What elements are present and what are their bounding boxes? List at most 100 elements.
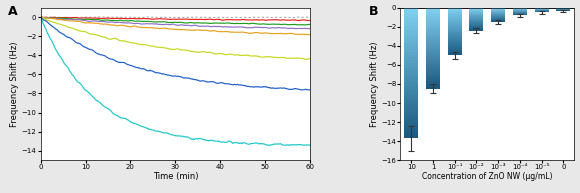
Bar	[426, 35, 440, 37]
Bar	[448, 39, 462, 40]
Bar	[448, 17, 462, 18]
Bar	[448, 23, 462, 24]
1 ng/mL.	[165, 24, 172, 26]
Bar	[448, 21, 462, 22]
Bar	[426, 11, 440, 13]
Bar	[404, 63, 418, 65]
Bar	[448, 40, 462, 41]
Bar	[426, 79, 440, 81]
1 μg/mL.	[165, 74, 172, 76]
0 g/mL.	[244, 17, 251, 19]
X-axis label: Time (min): Time (min)	[153, 172, 198, 181]
100 pg/mL.	[166, 21, 173, 24]
Bar	[404, 125, 418, 128]
X-axis label: Concentration of ZnO NW (μg/mL): Concentration of ZnO NW (μg/mL)	[422, 172, 553, 181]
Bar	[448, 12, 462, 13]
1 ng/mL.	[258, 26, 265, 29]
Bar	[404, 13, 418, 16]
Bar	[404, 18, 418, 21]
Bar	[426, 13, 440, 14]
Bar	[448, 16, 462, 17]
Bar	[448, 27, 462, 28]
Bar	[404, 104, 418, 107]
Bar	[426, 14, 440, 16]
10 ng/mL.	[183, 29, 190, 31]
1 μg/mL.	[306, 89, 313, 91]
10 pg/mL.	[198, 18, 205, 20]
10 μg/mL.	[166, 133, 173, 135]
Bar	[469, 26, 484, 27]
10 μg/mL.	[165, 132, 172, 135]
Bar	[426, 84, 440, 85]
100 pg/mL.	[37, 16, 44, 18]
0 g/mL.	[183, 16, 190, 19]
10 μg/mL.	[258, 142, 265, 145]
1 ng/mL.	[306, 28, 313, 30]
Bar	[426, 16, 440, 17]
Bar	[448, 13, 462, 14]
Bar	[426, 64, 440, 66]
1 μg/mL.	[37, 16, 44, 18]
Bar	[469, 19, 484, 20]
Bar	[404, 70, 418, 73]
Bar	[491, 14, 505, 15]
Bar	[469, 29, 484, 30]
Bar	[426, 52, 440, 53]
Bar	[448, 28, 462, 29]
Bar	[404, 130, 418, 133]
Bar	[448, 43, 462, 44]
0 g/mL.	[167, 16, 174, 19]
Bar	[426, 55, 440, 56]
Bar	[404, 34, 418, 36]
100 ng/mL.	[198, 50, 205, 53]
Bar	[448, 37, 462, 38]
1 ng/mL.	[166, 24, 173, 26]
Bar	[404, 110, 418, 112]
Bar	[448, 51, 462, 52]
Bar	[469, 16, 484, 17]
Bar	[448, 30, 462, 31]
Bar	[448, 34, 462, 35]
Bar	[404, 57, 418, 60]
10 μg/mL.	[300, 144, 307, 146]
Bar	[426, 19, 440, 21]
Bar	[448, 42, 462, 43]
100 pg/mL.	[165, 21, 172, 24]
Bar	[469, 10, 484, 11]
Bar	[404, 117, 418, 120]
Bar	[426, 8, 440, 9]
Bar	[404, 31, 418, 34]
1 μg/mL.	[300, 89, 307, 91]
10 ng/mL.	[300, 33, 307, 35]
Bar	[469, 28, 484, 29]
Bar	[404, 21, 418, 23]
Bar	[426, 81, 440, 82]
1 ng/mL.	[300, 27, 307, 30]
Bar	[404, 16, 418, 18]
Bar	[404, 91, 418, 94]
100 ng/mL.	[167, 48, 174, 50]
Bar	[404, 86, 418, 89]
Bar	[469, 9, 484, 10]
Text: A: A	[8, 5, 18, 18]
100 pg/mL.	[300, 24, 307, 26]
Bar	[448, 9, 462, 10]
Bar	[426, 63, 440, 64]
Bar	[491, 19, 505, 20]
Line: 10 ng/mL.: 10 ng/mL.	[41, 17, 310, 35]
Bar	[404, 78, 418, 81]
Bar	[491, 17, 505, 18]
Bar	[448, 19, 462, 20]
Bar	[404, 89, 418, 91]
Bar	[448, 25, 462, 26]
Bar	[469, 17, 484, 18]
Bar	[426, 42, 440, 43]
Bar	[404, 76, 418, 78]
Bar	[448, 41, 462, 42]
Line: 10 μg/mL.: 10 μg/mL.	[41, 17, 310, 146]
Bar	[469, 21, 484, 22]
Bar	[426, 21, 440, 22]
Line: 100 ng/mL.: 100 ng/mL.	[41, 17, 310, 59]
Bar	[491, 21, 505, 22]
100 ng/mL.	[37, 16, 44, 18]
